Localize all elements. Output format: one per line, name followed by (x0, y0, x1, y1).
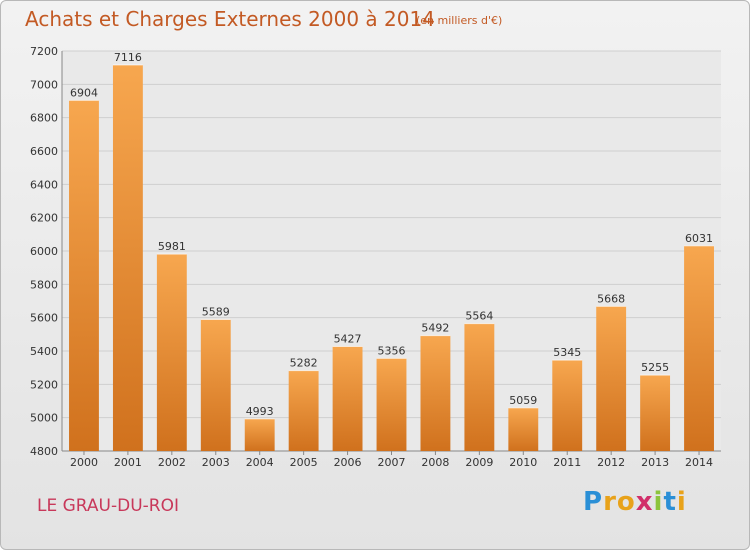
bar (376, 358, 407, 451)
x-tick-label: 2006 (334, 456, 362, 469)
y-tick-label: 5400 (30, 345, 58, 358)
bar (640, 375, 671, 451)
x-tick-label: 2000 (70, 456, 98, 469)
bar (156, 254, 187, 451)
bar (684, 245, 714, 451)
x-tick-label: 2013 (641, 456, 669, 469)
chart-subtitle: (en milliers d'€) (416, 14, 503, 27)
logo-letter: P (583, 487, 604, 517)
x-tick-label: 2007 (378, 456, 406, 469)
bar (244, 418, 275, 451)
data-label: 5492 (421, 322, 449, 335)
bar (596, 306, 627, 451)
data-label: 5427 (334, 333, 362, 346)
y-tick-label: 5200 (30, 378, 58, 391)
bar (332, 346, 363, 451)
data-label: 5255 (641, 361, 669, 374)
logo-letter: t (663, 487, 677, 517)
y-tick-label: 5000 (30, 412, 58, 425)
bar (420, 335, 451, 451)
data-label: 5356 (378, 344, 406, 357)
data-label: 5668 (597, 292, 625, 305)
y-tick-label: 5800 (30, 278, 58, 291)
x-tick-label: 2002 (158, 456, 186, 469)
y-tick-label: 4800 (30, 445, 58, 458)
data-label: 5282 (290, 357, 318, 370)
x-tick-label: 2001 (114, 456, 142, 469)
x-tick-label: 2010 (509, 456, 537, 469)
chart-title: Achats et Charges Externes 2000 à 2014 (25, 7, 435, 31)
data-label: 5059 (509, 394, 537, 407)
logo-letter: o (616, 487, 636, 517)
data-label: 5981 (158, 240, 186, 253)
logo-letter: x (635, 487, 654, 517)
bar (69, 100, 99, 451)
data-label: 7116 (114, 51, 142, 64)
bar (464, 323, 495, 451)
bar (112, 65, 143, 451)
x-tick-label: 2004 (246, 456, 274, 469)
bar (508, 407, 539, 451)
data-labels: 6904 7116 5981 5589 4993 5282 5427 5356 5492 5564… (70, 51, 713, 418)
x-tick-label: 2008 (421, 456, 449, 469)
bar (288, 370, 319, 451)
y-tick-labels: 4800 5000 5200 5400 5600 5800 6000 6200 6400 6600… (30, 45, 58, 458)
data-label: 4993 (246, 405, 274, 418)
bar (552, 360, 583, 451)
y-tick-label: 5600 (30, 312, 58, 325)
y-tick-label: 6600 (30, 145, 58, 158)
data-label: 5589 (202, 306, 230, 319)
y-tick-label: 7000 (30, 78, 58, 91)
proxiti-logo[interactable]: Proxiti (583, 487, 687, 517)
place-name: LE GRAU-DU-ROI (37, 496, 179, 516)
x-tick-label: 2003 (202, 456, 230, 469)
bar (200, 319, 231, 451)
data-label: 5345 (553, 346, 581, 359)
y-tick-label: 6200 (30, 212, 58, 225)
bars (69, 64, 714, 451)
data-label: 6904 (70, 86, 98, 99)
x-tick-label: 2014 (685, 456, 713, 469)
x-tick-label: 2011 (553, 456, 581, 469)
y-tick-label: 6800 (30, 112, 58, 125)
x-tick-label: 2012 (597, 456, 625, 469)
data-label: 5564 (465, 310, 493, 323)
x-tick-label: 2009 (465, 456, 493, 469)
x-tick-labels: 2000 2001 2002 2003 2004 2005 2006 2007 2008 2009… (70, 451, 713, 469)
y-tick-label: 6000 (30, 245, 58, 258)
logo-letter: i (676, 487, 687, 517)
y-tick-label: 7200 (30, 45, 58, 58)
logo-letter: i (653, 487, 664, 517)
y-tick-label: 6400 (30, 178, 58, 191)
data-label: 6031 (685, 232, 713, 245)
logo-letter: r (603, 487, 617, 517)
x-tick-label: 2005 (290, 456, 318, 469)
